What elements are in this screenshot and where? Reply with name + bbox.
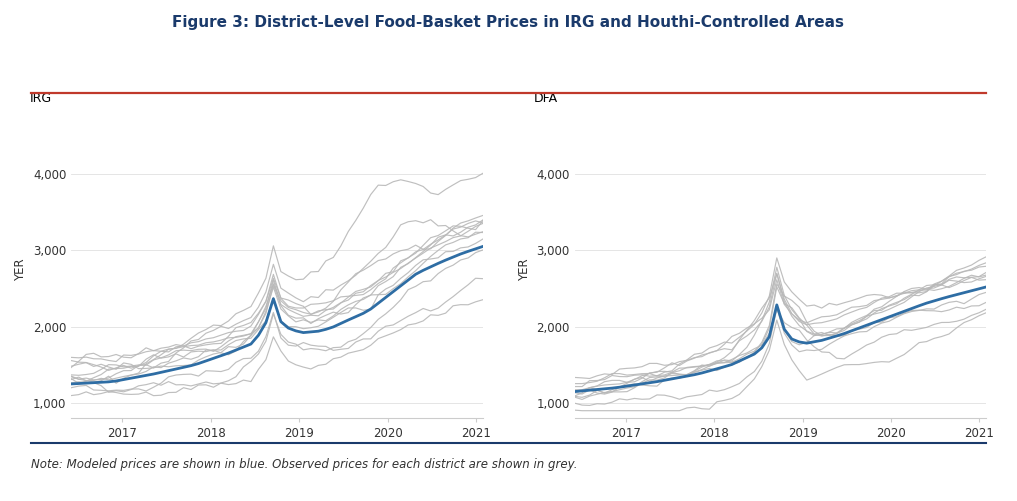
Text: DFA: DFA [533, 92, 557, 105]
Y-axis label: YER: YER [14, 258, 27, 281]
Text: IRG: IRG [31, 92, 52, 105]
Y-axis label: YER: YER [518, 258, 531, 281]
Text: Figure 3: District-Level Food-Basket Prices in IRG and Houthi-Controlled Areas: Figure 3: District-Level Food-Basket Pri… [173, 15, 844, 30]
Text: Note: Modeled prices are shown in blue. Observed prices for each district are sh: Note: Modeled prices are shown in blue. … [31, 458, 577, 471]
